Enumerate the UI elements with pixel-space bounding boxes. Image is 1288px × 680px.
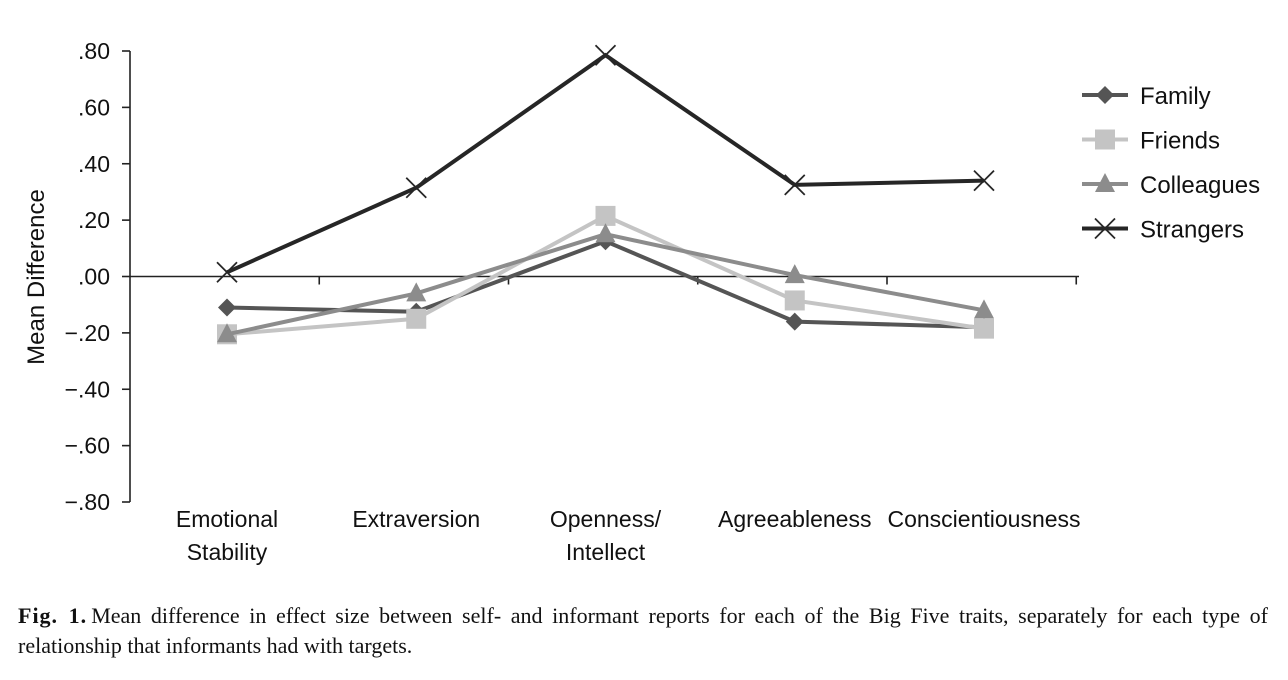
data-point-strangers: [594, 44, 617, 66]
data-point-family: [218, 298, 236, 317]
series-strangers: [216, 44, 995, 283]
data-point-family: [785, 312, 804, 331]
x-marker-stroke: [594, 44, 617, 66]
data-point-colleagues: [784, 264, 805, 284]
legend: Family Friends Colleagues Strangers: [1082, 83, 1260, 244]
y-tick-label: −.20: [65, 320, 110, 346]
y-tick-label: .20: [78, 207, 110, 233]
axes: .80 .60 .40 .20 .00 −.20 −.40 −.60 −.80 Emotional…: [65, 38, 1081, 565]
x-category-label: Emotional Stability: [176, 506, 278, 565]
legend-marker-family: [1096, 86, 1114, 104]
data-point-colleagues: [406, 282, 427, 302]
legend-item-strangers: Strangers: [1082, 217, 1244, 244]
legend-item-friends: Friends: [1082, 128, 1220, 155]
x-marker-stroke: [1094, 217, 1116, 240]
x-category-label-line: Conscientiousness: [887, 506, 1080, 532]
data-point-strangers: [973, 170, 995, 192]
figure-caption: Fig. 1. Mean difference in effect size be…: [18, 601, 1268, 661]
y-tick-label: −.80: [65, 489, 110, 515]
figure-caption-text: Mean difference in effect size between s…: [18, 603, 1268, 658]
x-category-label-line: Emotional: [176, 506, 278, 532]
x-marker-stroke: [784, 174, 806, 196]
y-tick-label: .60: [78, 94, 110, 120]
legend-marker-strangers: [1094, 217, 1116, 240]
data-point-colleagues: [595, 223, 616, 243]
y-tick-label: .00: [78, 264, 110, 290]
series-family: [218, 232, 993, 337]
y-tick-label: .40: [78, 151, 110, 177]
data-point-strangers: [216, 261, 238, 283]
legend-label-friends: Friends: [1140, 128, 1220, 155]
x-category-label-line: Extraversion: [352, 506, 480, 532]
data-point-colleagues: [974, 299, 994, 319]
y-tick-label: −.60: [65, 433, 110, 459]
x-category-label: Agreeableness: [718, 506, 871, 532]
x-category-label: Extraversion: [352, 506, 480, 532]
x-category-label: Conscientiousness: [887, 506, 1080, 532]
y-tick-label: .80: [78, 38, 110, 64]
data-point-friends: [406, 308, 427, 329]
data-point-strangers: [784, 174, 806, 196]
x-category-label-line: Stability: [187, 539, 268, 565]
data-point-strangers: [405, 177, 427, 199]
line-chart: Mean Difference .80 .60 .40 .20 .00 −.20 −.40 −…: [23, 38, 1260, 565]
data-point-friends: [784, 290, 805, 311]
series-layer: [216, 44, 995, 345]
x-category-label-line: Openness/: [550, 506, 662, 532]
legend-label-strangers: Strangers: [1140, 217, 1244, 244]
x-category-label-line: Intellect: [566, 539, 646, 565]
x-category-label: Openness/Intellect: [550, 506, 662, 565]
figure-caption-label: Fig. 1.: [18, 603, 88, 628]
x-marker-stroke: [405, 177, 427, 199]
data-point-colleagues: [217, 323, 237, 343]
x-marker-stroke: [973, 170, 995, 192]
data-point-friends: [974, 318, 994, 339]
legend-item-colleagues: Colleagues: [1082, 172, 1260, 199]
legend-label-colleagues: Colleagues: [1140, 172, 1260, 199]
y-tick-label: −.40: [65, 376, 110, 402]
data-point-friends: [595, 205, 616, 226]
legend-marker-colleagues: [1095, 173, 1115, 192]
y-axis-title: Mean Difference: [23, 189, 50, 365]
series-colleagues: [217, 223, 994, 343]
legend-item-family: Family: [1082, 83, 1211, 110]
series-line-family: [226, 239, 985, 330]
x-marker-stroke: [216, 261, 238, 283]
legend-marker-friends: [1095, 129, 1115, 150]
x-category-label-line: Agreeableness: [718, 506, 871, 532]
legend-label-family: Family: [1140, 83, 1211, 110]
